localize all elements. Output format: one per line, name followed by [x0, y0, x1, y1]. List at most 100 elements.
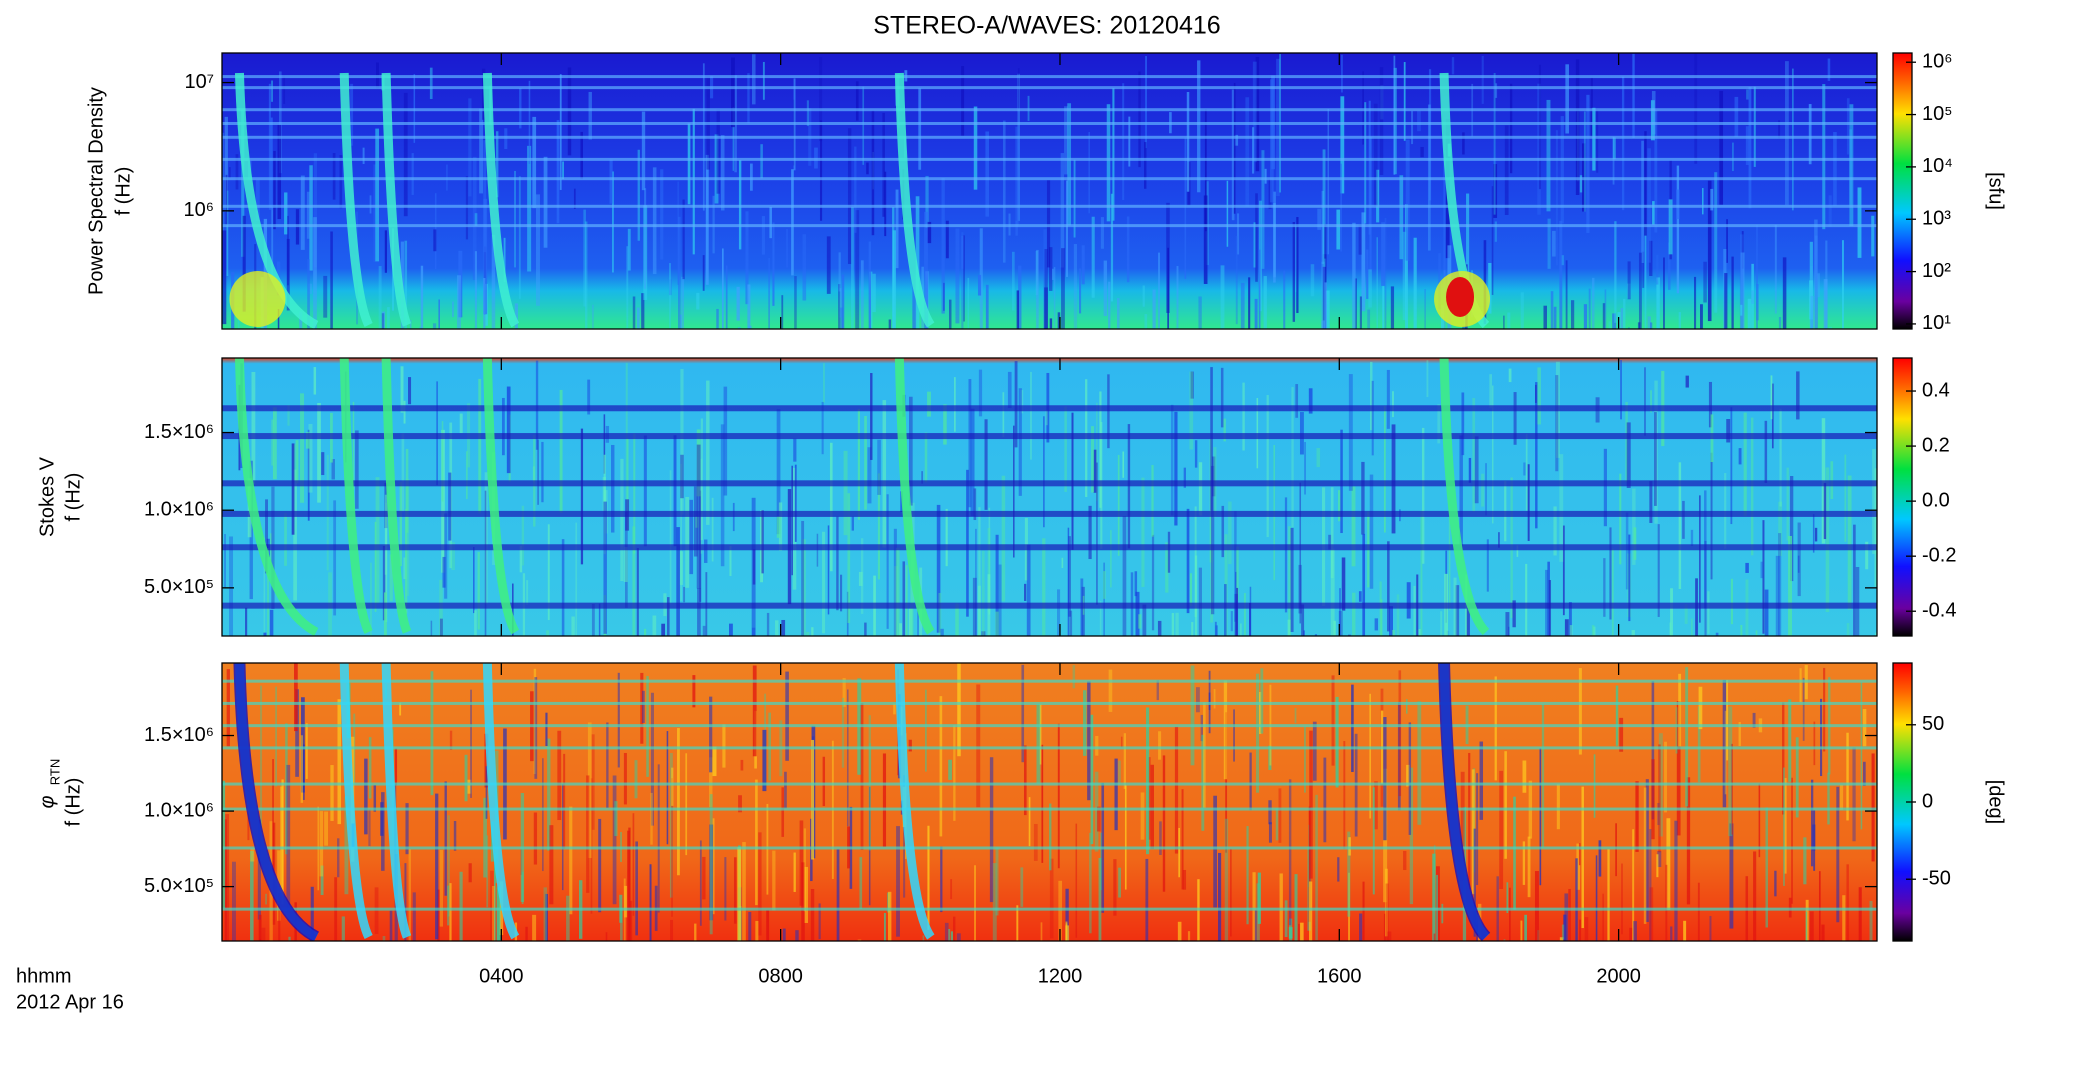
texture — [419, 326, 422, 329]
texture — [1041, 744, 1044, 863]
texture — [459, 413, 463, 434]
texture — [995, 847, 999, 916]
texture — [439, 849, 444, 927]
texture — [1700, 304, 1703, 329]
texture — [300, 175, 305, 250]
texture — [1839, 784, 1844, 810]
date-label: 2012 Apr 16 — [16, 991, 124, 1013]
texture — [657, 764, 660, 913]
texture — [465, 176, 469, 240]
texture — [1809, 241, 1813, 329]
y-tick-label: 10⁶ — [184, 199, 214, 221]
texture — [1374, 781, 1378, 830]
texture — [272, 407, 277, 480]
texture — [1254, 910, 1257, 941]
texture — [1809, 911, 1814, 941]
texture — [1813, 810, 1816, 871]
texture — [1233, 709, 1235, 762]
texture — [1520, 292, 1524, 329]
colorbar-tick-label: -0.4 — [1922, 600, 1956, 622]
texture — [1141, 477, 1145, 587]
texture — [1398, 670, 1402, 797]
colorbar-label: [sfu] — [1985, 172, 2007, 210]
texture-band — [222, 907, 1877, 911]
texture — [1792, 68, 1794, 211]
texture — [750, 163, 753, 191]
texture — [1108, 281, 1111, 329]
texture — [803, 828, 807, 912]
colorbar-tick-label: 0 — [1922, 790, 1933, 812]
texture — [1110, 193, 1114, 302]
texture — [1650, 390, 1652, 413]
texture — [1191, 622, 1194, 636]
texture — [1559, 220, 1563, 329]
texture — [1525, 433, 1528, 511]
texture — [1287, 619, 1291, 636]
texture — [992, 863, 997, 941]
texture — [761, 216, 765, 255]
texture — [1409, 767, 1414, 905]
texture — [1294, 708, 1297, 724]
texture — [1026, 544, 1031, 636]
x-axis-label: hhmm — [16, 965, 72, 987]
texture — [479, 108, 484, 194]
texture — [1609, 527, 1612, 620]
texture — [1796, 371, 1800, 420]
texture — [1513, 796, 1516, 910]
texture — [1273, 191, 1276, 278]
texture — [1403, 850, 1407, 871]
texture — [1197, 60, 1201, 193]
texture — [1389, 606, 1393, 636]
texture — [241, 109, 245, 257]
texture — [755, 920, 759, 941]
texture — [945, 220, 949, 259]
texture — [687, 123, 691, 205]
texture — [352, 401, 355, 491]
texture — [802, 234, 807, 301]
texture — [265, 893, 268, 905]
texture — [1187, 931, 1191, 941]
texture — [1275, 808, 1279, 841]
texture — [496, 887, 501, 941]
colorbar — [1892, 52, 1913, 330]
texture — [302, 744, 305, 800]
texture — [403, 557, 407, 580]
texture — [636, 307, 640, 329]
texture — [1002, 120, 1006, 263]
texture — [1436, 874, 1438, 941]
texture — [381, 313, 385, 329]
texture — [1820, 940, 1824, 941]
texture — [1438, 253, 1441, 310]
texture — [1751, 290, 1755, 304]
texture — [1595, 855, 1598, 941]
texture — [953, 377, 956, 432]
texture — [1644, 131, 1647, 236]
texture — [711, 497, 714, 562]
texture — [927, 391, 931, 417]
texture — [299, 311, 303, 329]
texture — [1369, 693, 1372, 819]
texture — [1221, 505, 1225, 558]
texture — [295, 440, 299, 484]
texture — [580, 428, 584, 565]
texture — [1240, 282, 1245, 329]
texture — [313, 367, 317, 395]
texture — [1814, 219, 1818, 328]
colorbar-tick-label: 10³ — [1922, 208, 1951, 230]
texture — [706, 380, 710, 525]
texture — [1481, 473, 1485, 507]
texture — [1249, 752, 1252, 811]
texture — [1256, 673, 1260, 793]
texture — [438, 299, 441, 329]
texture — [1190, 665, 1195, 766]
burst — [339, 72, 373, 328]
texture — [1284, 497, 1288, 613]
texture — [683, 586, 686, 603]
texture — [732, 106, 735, 171]
texture — [1364, 102, 1367, 224]
burst — [1439, 358, 1490, 636]
texture — [225, 174, 228, 225]
spectrogram-image — [222, 53, 1877, 329]
texture — [1213, 795, 1217, 908]
texture — [1632, 488, 1636, 565]
